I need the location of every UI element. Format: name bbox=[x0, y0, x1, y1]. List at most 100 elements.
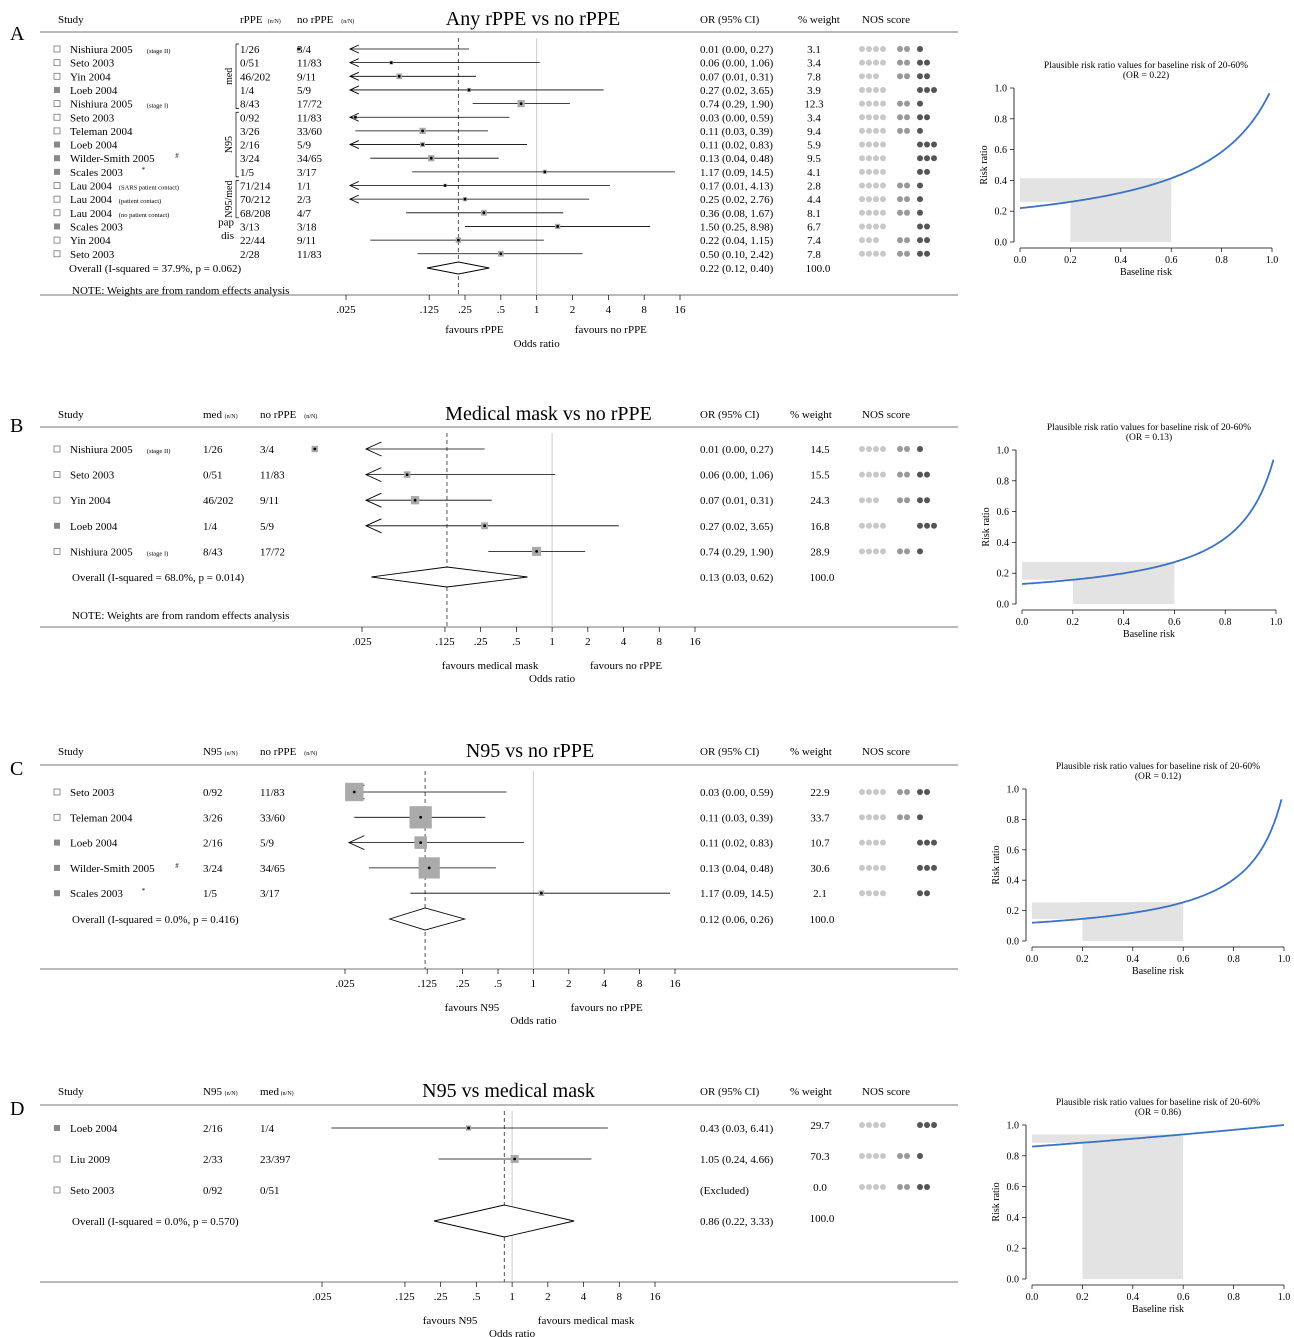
x-tick-label: 16 bbox=[650, 1291, 662, 1303]
nos-dot-icon bbox=[917, 446, 923, 452]
nos-dot-icon bbox=[859, 814, 865, 821]
study-subgroup: (no patient contact) bbox=[119, 212, 170, 219]
ci-arrow-icon bbox=[364, 492, 382, 508]
nos-dot-icon bbox=[859, 1153, 865, 1159]
col-header-g2: no rPPE bbox=[260, 746, 297, 758]
x-axis-title: Odds ratio bbox=[510, 1015, 557, 1027]
nos-dot-icon bbox=[917, 73, 923, 80]
nos-dot-icon bbox=[859, 196, 865, 203]
side-x-axis-title: Baseline risk bbox=[1132, 1304, 1184, 1315]
nos-dot-icon bbox=[897, 789, 903, 795]
weight-text: 28.9 bbox=[810, 546, 830, 558]
group2-count: 9/11 bbox=[297, 71, 316, 83]
group1-count: 0/51 bbox=[203, 470, 223, 482]
col-header-g1: med bbox=[203, 409, 222, 421]
nos-dot-icon bbox=[866, 789, 872, 795]
nos-dot-icon bbox=[873, 890, 879, 897]
open-square-icon bbox=[53, 471, 61, 479]
group-label: pap bbox=[218, 216, 234, 228]
col-header-study: Study bbox=[58, 409, 84, 421]
weight-text: 33.7 bbox=[810, 812, 830, 824]
nos-dot-icon bbox=[873, 497, 879, 504]
nos-dot-icon bbox=[924, 168, 930, 175]
overall-label: Overall (I-squared = 37.9%, p = 0.062) bbox=[69, 263, 242, 275]
nos-dot-icon bbox=[897, 182, 903, 189]
nos-dot-icon bbox=[924, 250, 930, 257]
group1-count: 8/43 bbox=[203, 546, 223, 558]
x-tick-label: 1 bbox=[509, 1291, 515, 1303]
side-x-tick-label: 0.4 bbox=[1115, 255, 1128, 266]
shaded-baseline-band bbox=[1072, 562, 1175, 604]
point-estimate bbox=[540, 891, 543, 895]
group2-count: 11/83 bbox=[260, 787, 285, 799]
nos-dot-icon bbox=[873, 471, 879, 478]
side-x-tick-label: 0.6 bbox=[1177, 954, 1190, 965]
side-plot-subtitle: (OR = 0.13) bbox=[1126, 432, 1172, 443]
side-x-axis-title: Baseline risk bbox=[1132, 966, 1184, 977]
open-square-icon bbox=[53, 813, 61, 821]
nos-dot-icon bbox=[866, 814, 872, 821]
nos-dot-icon bbox=[873, 1122, 879, 1128]
filled-square-icon bbox=[54, 890, 60, 897]
nos-dot-icon bbox=[917, 127, 923, 134]
side-x-tick-label: 0.4 bbox=[1127, 954, 1140, 965]
nos-dot-icon bbox=[917, 141, 923, 148]
or-ci-text: 0.74 (0.29, 1.90) bbox=[700, 99, 774, 111]
nos-dot-icon bbox=[924, 789, 930, 795]
col-header-g1-unit: (n/N) bbox=[225, 413, 238, 420]
nos-dot-icon bbox=[880, 864, 886, 871]
nos-dot-icon bbox=[897, 548, 903, 555]
nos-dot-icon bbox=[897, 1184, 903, 1190]
side-y-tick-label: 1.0 bbox=[995, 84, 1008, 95]
group2-count: 5/9 bbox=[297, 85, 312, 97]
nos-dot-icon bbox=[904, 114, 910, 121]
side-y-axis-title: Risk ratio bbox=[979, 145, 990, 184]
nos-dot-icon bbox=[866, 155, 872, 162]
weight-text: 9.5 bbox=[807, 153, 821, 165]
study-name: Seto 2003 bbox=[70, 249, 115, 261]
side-x-tick-label: 0.8 bbox=[1227, 954, 1240, 965]
weight-text: 12.3 bbox=[804, 99, 824, 111]
nos-dot-icon bbox=[859, 127, 865, 134]
group1-count: 2/33 bbox=[203, 1154, 223, 1166]
open-square-icon bbox=[53, 113, 61, 121]
nos-dot-icon bbox=[866, 237, 872, 244]
filled-square-icon bbox=[54, 1125, 60, 1131]
point-estimate bbox=[467, 1126, 471, 1130]
study-name: Loeb 2004 bbox=[70, 521, 118, 533]
study-subgroup: (stage I) bbox=[147, 550, 168, 557]
side-x-tick-label: 0.0 bbox=[1016, 617, 1029, 628]
nos-dot-icon bbox=[904, 250, 910, 257]
shaded-baseline-band bbox=[1070, 178, 1172, 242]
side-x-tick-label: 0.0 bbox=[1026, 954, 1039, 965]
nos-dot-icon bbox=[859, 864, 865, 871]
study-name: Wilder-Smith 2005 bbox=[70, 153, 155, 165]
x-tick-label: .25 bbox=[458, 304, 472, 316]
nos-dot-icon bbox=[917, 46, 923, 52]
x-tick-label: 2 bbox=[545, 1291, 551, 1303]
weight-text: 4.1 bbox=[807, 167, 821, 179]
nos-dot-icon bbox=[904, 446, 910, 452]
col-header-g2: no rPPE bbox=[260, 409, 297, 421]
or-ci-text: 0.25 (0.02, 2.76) bbox=[700, 194, 774, 206]
group2-count: 17/72 bbox=[297, 99, 322, 111]
nos-dot-icon bbox=[866, 59, 872, 66]
nos-dot-icon bbox=[880, 223, 886, 230]
x-tick-label: .5 bbox=[494, 978, 503, 990]
group-label: N95 bbox=[224, 136, 235, 153]
point-estimate bbox=[421, 143, 424, 146]
nos-dot-icon bbox=[873, 196, 879, 203]
open-square-icon bbox=[53, 788, 61, 796]
x-axis-title: Odds ratio bbox=[514, 338, 561, 350]
nos-dot-icon bbox=[873, 839, 879, 846]
point-estimate bbox=[405, 473, 409, 476]
group-label: N95/med bbox=[224, 181, 235, 218]
or-ci-text: 0.74 (0.29, 1.90) bbox=[700, 546, 774, 558]
group1-count: 0/51 bbox=[240, 58, 260, 70]
weight-text: 4.4 bbox=[807, 194, 821, 206]
study-name: Wilder-Smith 2005 bbox=[70, 863, 155, 875]
nos-dot-icon bbox=[897, 73, 903, 80]
or-ci-text: 0.50 (0.10, 2.42) bbox=[700, 249, 774, 261]
study-footnote-mark: * bbox=[142, 887, 146, 895]
